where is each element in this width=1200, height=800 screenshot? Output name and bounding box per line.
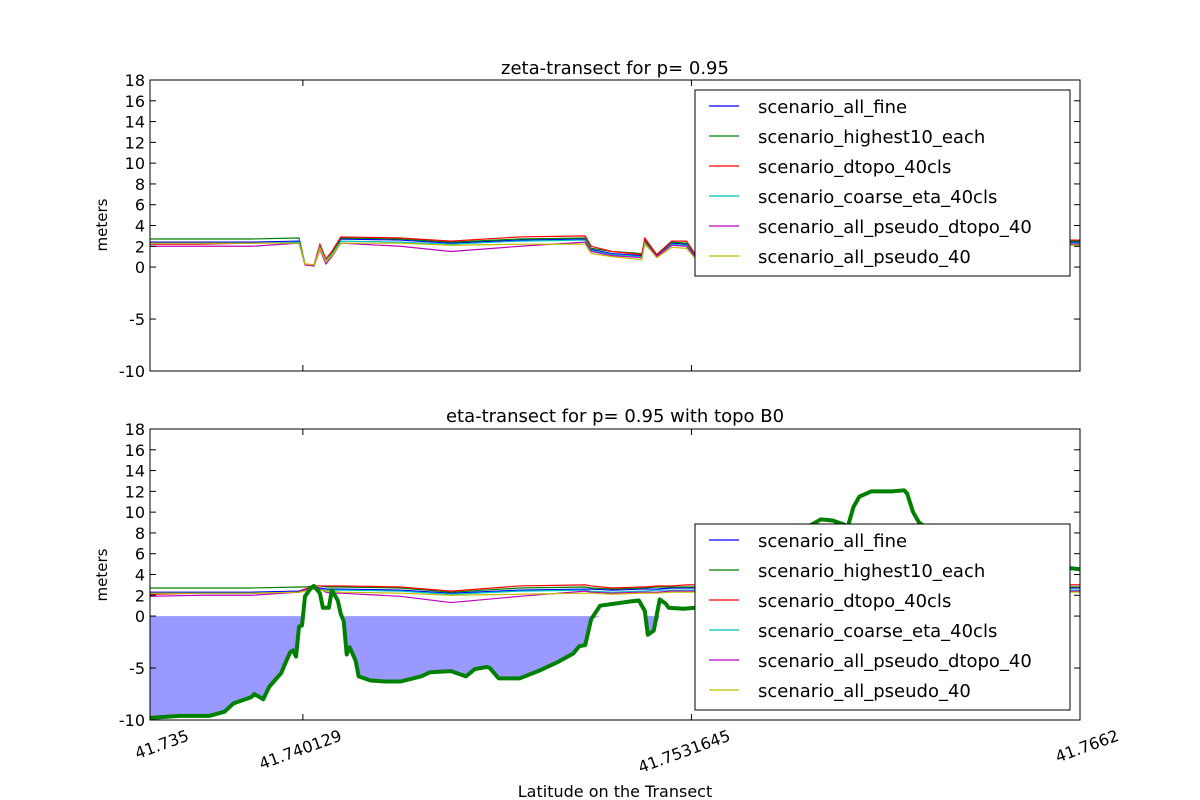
zeta-legend: scenario_all_fine scenario_highest10_each…	[694, 89, 1071, 277]
y-tick-label: -10	[119, 711, 145, 730]
legend-label: scenario_all_fine	[758, 531, 907, 552]
legend-label: scenario_all_pseudo_40	[758, 247, 971, 268]
y-tick-label: 6	[135, 545, 145, 564]
legend-label: scenario_all_pseudo_dtopo_40	[758, 651, 1032, 672]
y-tick-label: -5	[129, 310, 145, 329]
zeta-ylabel: meters	[93, 198, 111, 251]
eta-title: eta-transect for p= 0.95 with topo B0	[446, 406, 784, 427]
y-tick-label: -5	[129, 659, 145, 678]
series-line-scenario_all_pseudo_40	[150, 241, 1080, 266]
legend-label: scenario_coarse_eta_40cls	[758, 621, 997, 642]
series-line-scenario_dtopo_40cls	[150, 584, 1080, 595]
eta-ylabel: meters	[93, 548, 111, 601]
legend-label: scenario_all_pseudo_40	[758, 681, 971, 702]
y-tick-label: 16	[125, 441, 145, 460]
y-tick-label: 10	[125, 154, 145, 173]
y-tick-label: 10	[125, 503, 145, 522]
y-tick-label: 12	[125, 482, 145, 501]
y-tick-label: 6	[135, 196, 145, 215]
y-tick-label: 18	[125, 71, 145, 90]
y-tick-label: 8	[135, 524, 145, 543]
y-tick-label: 14	[125, 462, 145, 481]
y-tick-label: 4	[135, 566, 145, 585]
series-line-scenario_all_pseudo_40	[150, 588, 1080, 596]
y-tick-label: 16	[125, 92, 145, 111]
legend-label: scenario_dtopo_40cls	[758, 591, 951, 612]
y-tick-label: 14	[125, 113, 145, 132]
y-tick-label: 2	[135, 586, 145, 605]
y-tick-label: 2	[135, 237, 145, 256]
legend-label: scenario_coarse_eta_40cls	[758, 187, 997, 208]
y-tick-label: 18	[125, 420, 145, 439]
plot-content	[150, 235, 1080, 267]
legend-label: scenario_highest10_each	[758, 127, 985, 148]
y-tick-label: -10	[119, 362, 145, 381]
eta-legend: scenario_all_fine scenario_highest10_each…	[694, 523, 1071, 711]
legend-label: scenario_all_pseudo_dtopo_40	[758, 217, 1032, 238]
legend-label: scenario_dtopo_40cls	[758, 157, 951, 178]
zeta-axes: zeta-transect for p= 0.95 meters -10 -5 0 2…	[93, 58, 1081, 381]
legend-label: scenario_all_fine	[758, 97, 907, 118]
y-tick-label: 0	[135, 258, 145, 277]
series-line-scenario_highest10_each	[150, 585, 1080, 593]
y-tick-label: 8	[135, 175, 145, 194]
x-axis-label: Latitude on the Transect	[518, 782, 713, 800]
water-fill-area	[150, 616, 1080, 718]
y-tick-label: 0	[135, 607, 145, 626]
y-tick-label: 12	[125, 133, 145, 152]
legend-box	[694, 89, 1071, 277]
zeta-title: zeta-transect for p= 0.95	[501, 58, 729, 79]
y-tick-label: 4	[135, 217, 145, 236]
legend-box	[694, 523, 1071, 711]
legend-label: scenario_highest10_each	[758, 561, 985, 582]
